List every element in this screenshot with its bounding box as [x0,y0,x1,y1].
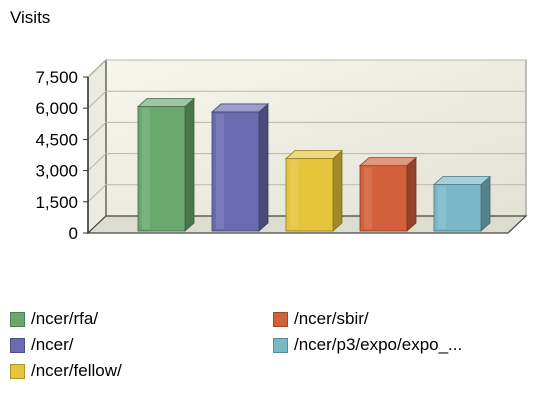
bar-highlight [364,167,372,229]
y-tick-label: 1,500 [35,193,78,212]
legend-item: /ncer/rfa/ [10,308,98,330]
y-axis: 0 1,500 3,000 4,500 6,000 7,500 [35,59,526,243]
bar-top [284,150,344,159]
gridline [87,59,526,78]
gridline [87,153,526,171]
plot-background [86,58,528,235]
y-tick-label: 4,500 [35,130,78,149]
bar-top [432,176,492,185]
legend-swatch [273,311,288,327]
y-tick-label: 0 [69,224,78,243]
legend-label: /ncer/ [31,335,74,354]
legend-swatch [10,363,25,379]
legend-item: /ncer/fellow/ [10,360,122,382]
bar-front [137,106,186,232]
legend-label: /ncer/sbir/ [294,309,369,328]
y-tick-label: 3,000 [35,162,78,181]
bar-front [285,158,334,232]
bar-side [480,175,491,232]
bar-highlight [290,160,298,229]
bar-side [258,103,269,232]
bar-front [359,165,408,232]
bar-top [358,157,418,167]
legend-swatch [10,311,25,327]
bar-highlight [438,186,446,229]
bar [432,175,492,232]
bar-highlight [216,113,224,229]
y-tick-label: 7,500 [35,68,78,87]
bar [136,97,196,232]
bar-side [406,156,417,232]
chart-title: Visits [10,8,51,27]
legend-item: /ncer/p3/expo/expo_... [273,334,462,356]
bar [358,156,418,232]
bar-top [136,98,196,107]
legend-swatch [10,337,25,353]
bar-series [136,97,492,232]
legend-label: /ncer/p3/expo/expo_... [294,335,463,354]
gridline [87,121,526,140]
bar [284,149,344,232]
legend-label: /ncer/fellow/ [31,361,122,380]
gridline [87,90,526,109]
legend-label: /ncer/rfa/ [31,309,99,328]
bar-top [210,103,270,113]
bar-side [332,149,343,232]
bar-highlight [142,108,150,229]
legend-item: /ncer/sbir/ [273,308,369,330]
bar-chart: 0 1,500 3,000 4,500 6,000 7,500 [35,58,528,243]
legend-swatch [273,337,288,353]
bar [210,103,270,232]
side-wall [87,58,107,235]
legend-item: /ncer/ [10,334,74,356]
y-tick-label: 6,000 [35,99,78,118]
bar-side [184,97,195,232]
